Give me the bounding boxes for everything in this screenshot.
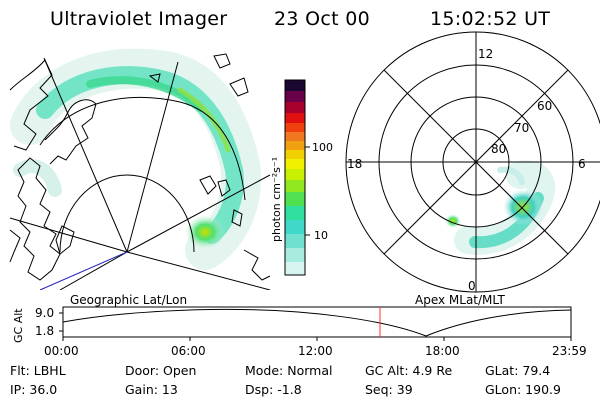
lat-label-80: 80 — [491, 142, 506, 156]
polar-plot — [345, 31, 600, 293]
lat-label-60: 60 — [537, 99, 552, 113]
orbit-ytick-9: 9.0 — [35, 306, 55, 320]
colorbar-tick-10: 10 — [314, 229, 328, 242]
orbit-xtick-0000: 00:00 — [44, 344, 79, 358]
colorbar-tick-100: 100 — [312, 141, 333, 154]
altitude-curve — [62, 308, 572, 337]
gain-info: Gain: 13 — [125, 382, 178, 397]
mlt-label-0: 0 — [468, 279, 476, 293]
colorbar — [284, 79, 310, 276]
orbit-ytick-1-8: 1.8 — [35, 324, 55, 338]
orbit-xtick-2359: 23:59 — [552, 344, 587, 358]
door-info: Door: Open — [125, 363, 197, 378]
aurora-oval-left — [10, 48, 261, 270]
lat-label-70: 70 — [514, 121, 529, 135]
instrument-title: Ultraviolet Imager — [50, 8, 228, 30]
mode-info: Mode: Normal — [245, 363, 333, 378]
ip-info: IP: 36.0 — [10, 382, 58, 397]
orbit-xtick-1800: 18:00 — [425, 344, 460, 358]
mlt-diagonal-2 — [383, 69, 569, 255]
time-label: 15:02:52 UT — [430, 8, 551, 30]
geographic-label: Geographic Lat/Lon — [70, 293, 188, 307]
date-label: 23 Oct 00 — [274, 8, 370, 30]
orbit-xtick-0600: 06:00 — [171, 344, 206, 358]
geographic-map — [9, 48, 271, 290]
seq-info: Seq: 39 — [365, 382, 413, 397]
orbit-plot — [59, 306, 572, 341]
gc-alt-info: GC Alt: 4.9 Re — [365, 363, 453, 378]
apex-label: Apex MLat/MLT — [415, 293, 505, 307]
mlt-label-18: 18 — [347, 157, 362, 171]
filter-info: Flt: LBHL — [10, 363, 66, 378]
mlt-label-12: 12 — [478, 47, 493, 61]
orbit-y-label: GC Alt — [12, 308, 25, 343]
colorbar-unit-label: photon cm⁻²s⁻¹ — [270, 157, 283, 242]
glon-info: GLon: 190.9 — [485, 382, 561, 397]
orbit-xtick-1200: 12:00 — [298, 344, 333, 358]
dsp-info: Dsp: -1.8 — [245, 382, 302, 397]
glat-info: GLat: 79.4 — [485, 363, 551, 378]
mlt-label-6: 6 — [578, 157, 586, 171]
map-grid — [9, 57, 271, 290]
satellite-track — [39, 251, 128, 290]
latitude-arc — [39, 96, 246, 201]
